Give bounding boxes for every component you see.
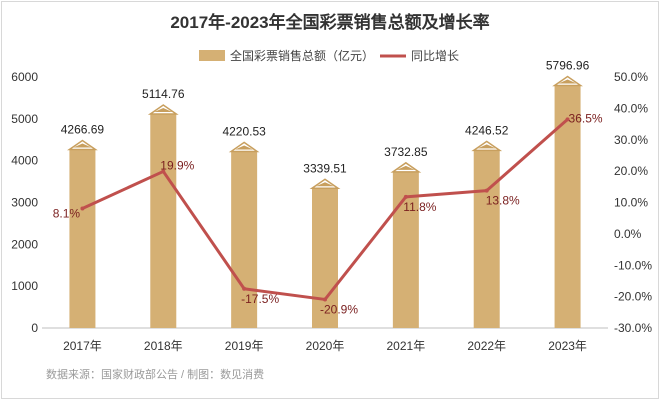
x-tick-label: 2017年 <box>63 339 102 353</box>
growth-point <box>403 194 408 199</box>
source-note: 数据来源：国家财政部公告 / 制图：数见消费 <box>46 367 264 381</box>
bar <box>69 149 96 328</box>
bar <box>150 114 177 329</box>
y-left-tick-label: 1000 <box>11 279 38 293</box>
growth-point <box>323 297 327 302</box>
legend: 全国彩票销售总额（亿元） 同比增长 <box>199 48 459 63</box>
y-right-tick-label: 30.0% <box>614 133 648 147</box>
y-left-tick-labels: 0 1000 2000 3000 4000 5000 6000 <box>11 70 38 335</box>
growth-point <box>565 117 570 122</box>
legend-bar-swatch <box>199 50 225 61</box>
x-tick-labels: 2017年 2018年 2019年 2020年 2021年 2022年 2023年 <box>63 339 587 353</box>
y-left-tick-label: 0 <box>31 321 38 335</box>
y-right-tick-label: -10.0% <box>614 258 652 272</box>
growth-point <box>80 206 85 211</box>
x-tick-label: 2023年 <box>548 339 587 353</box>
bar <box>473 150 500 328</box>
chart-title: 2017年-2023年全国彩票销售总额及增长率 <box>170 12 489 32</box>
y-left-tick-label: 3000 <box>11 196 38 210</box>
line-value-labels: 8.1% 19.9% -17.5% -20.9% 11.8% 13.8% 36.5% <box>53 111 603 316</box>
bar-cap-inner <box>316 182 334 187</box>
y-left-tick-label: 5000 <box>11 112 38 126</box>
bar-cap-inner <box>558 79 577 84</box>
y-left-tick-label: 2000 <box>11 237 38 251</box>
growth-value-label: -20.9% <box>320 302 358 316</box>
growth-point <box>161 169 166 174</box>
bar-cap-inner <box>396 165 415 170</box>
growth-value-label: 19.9% <box>160 158 194 172</box>
bar-value-label: 4220.53 <box>222 124 266 138</box>
y-right-tick-label: 10.0% <box>614 196 648 210</box>
bar-series <box>67 75 583 329</box>
growth-point <box>242 286 247 291</box>
line-series <box>80 117 570 302</box>
growth-value-label: -17.5% <box>241 292 279 306</box>
bar <box>231 151 258 328</box>
y-right-tick-label: 50.0% <box>614 70 648 84</box>
bar-value-labels: 4266.69 5114.76 4220.53 3339.51 3732.85 4246.… <box>61 58 590 175</box>
growth-value-label: 36.5% <box>569 111 603 125</box>
bar-cap-inner <box>154 108 173 113</box>
bar-cap-inner <box>73 143 92 148</box>
growth-value-label: 13.8% <box>486 194 520 208</box>
bar-cap-inner <box>235 145 254 150</box>
growth-point <box>484 188 489 193</box>
bar <box>312 188 338 328</box>
x-tick-label: 2019年 <box>225 339 264 353</box>
bar-value-label: 3732.85 <box>384 145 428 159</box>
bar-value-label: 5796.96 <box>546 58 590 72</box>
y-right-tick-label: -20.0% <box>614 290 652 304</box>
bar-value-label: 5114.76 <box>142 87 185 101</box>
x-tick-label: 2020年 <box>306 339 345 353</box>
bar-value-label: 3339.51 <box>303 161 347 175</box>
bar-cap-inner <box>477 144 496 149</box>
legend-bar-label: 全国彩票销售总额（亿元） <box>230 48 374 63</box>
y-left-tick-label: 6000 <box>11 70 38 84</box>
y-right-tick-label: 0.0% <box>614 227 642 241</box>
y-right-tick-label: 40.0% <box>614 101 648 115</box>
x-tick-label: 2018年 <box>144 339 183 353</box>
growth-value-label: 11.8% <box>403 200 436 214</box>
y-right-tick-label: -30.0% <box>614 321 652 335</box>
growth-value-label: 8.1% <box>53 206 81 220</box>
bar-value-label: 4246.52 <box>465 123 509 137</box>
y-right-tick-label: 20.0% <box>614 164 648 178</box>
y-left-tick-label: 4000 <box>11 154 38 168</box>
y-right-tick-labels: -30.0% -20.0% -10.0% 0.0% 10.0% 20.0% 30.0% 40.… <box>614 70 652 335</box>
x-tick-label: 2022年 <box>467 339 506 353</box>
x-tick-label: 2021年 <box>387 339 426 353</box>
bar-value-label: 4266.69 <box>61 123 105 137</box>
legend-line-label: 同比增长 <box>411 49 459 63</box>
